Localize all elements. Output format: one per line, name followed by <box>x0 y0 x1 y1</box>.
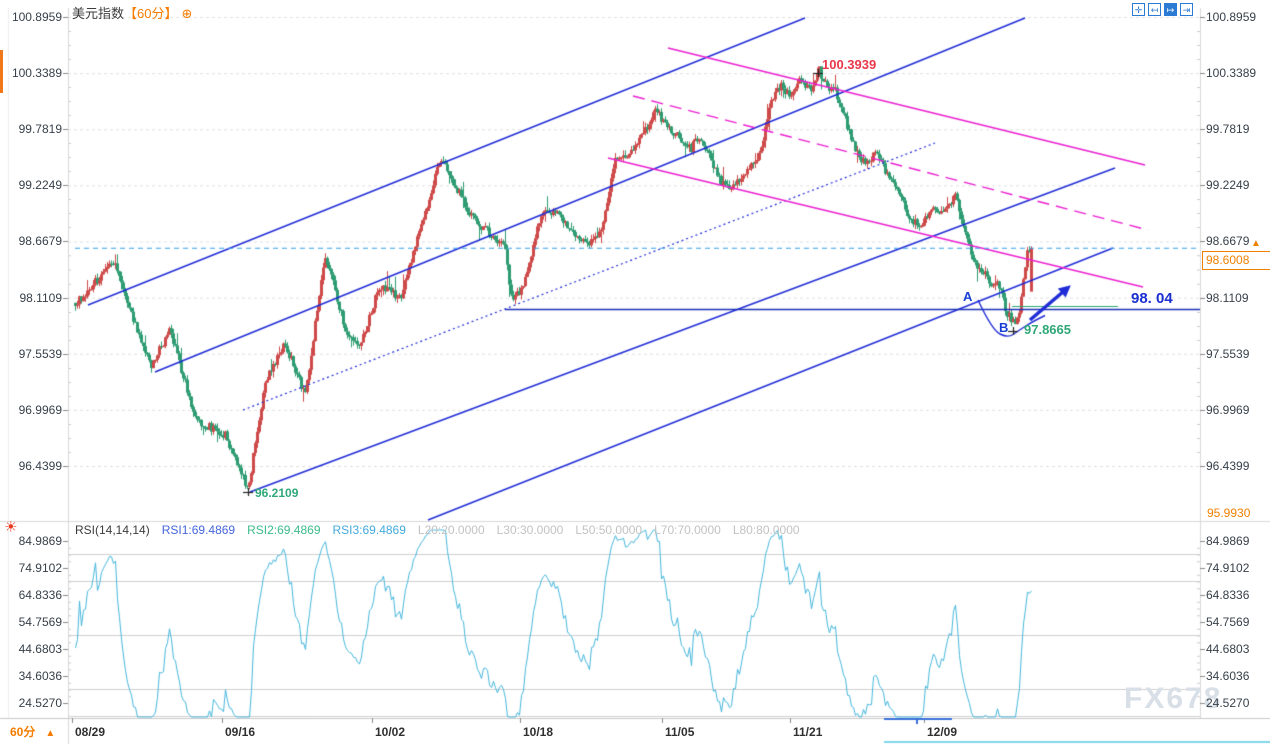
symbol-title: 美元指数 <box>72 6 125 21</box>
chart-title: 美元指数【60分】 ⊕ <box>72 3 192 22</box>
rsi3-value-label: RSI3:69.4869 <box>332 523 406 537</box>
period-selector[interactable]: 60分 ▲ <box>10 723 55 740</box>
rsi-l80-label: L80:80.0000 <box>732 523 800 537</box>
period-up-triangle-icon: ▲ <box>45 728 56 739</box>
rsi-l50-label: L50:50.0000 <box>575 523 643 537</box>
shift-right-icon[interactable]: ↦ <box>1164 3 1177 16</box>
pane-bottom-price-label: 95.9930 <box>1207 506 1251 520</box>
left-edge-marker <box>0 50 3 93</box>
period-footer-label[interactable]: 60分 <box>10 725 36 739</box>
rsi-name-label: RSI(14,14,14) <box>75 523 150 537</box>
exit-right-icon[interactable]: ⇥ <box>1180 3 1193 16</box>
add-indicator-icon[interactable]: ⊕ <box>181 6 193 21</box>
point-b-price-label: 97.8665 <box>1024 322 1071 337</box>
rsi-l30-label: L30:30.0000 <box>496 523 564 537</box>
pan-icon[interactable]: ✛ <box>1132 3 1145 16</box>
support-level-label: 98. 04 <box>1131 290 1173 307</box>
point-b-label: B <box>999 320 1009 335</box>
watermark: FX678 <box>1124 682 1223 715</box>
rsi-l20-label: L20:20.0000 <box>417 523 485 537</box>
swing-low-label: 96.2109 <box>255 486 299 500</box>
rsi2-value-label: RSI2:69.4869 <box>247 523 321 537</box>
shift-left-icon[interactable]: ↤ <box>1148 3 1161 16</box>
point-a-label: A <box>963 289 973 304</box>
rsi1-value-label: RSI1:69.4869 <box>161 523 236 537</box>
current-price-box: 98.6008 <box>1202 251 1270 270</box>
chart-toolbar: ✛ ↤ ↦ ⇥ <box>1132 3 1193 16</box>
swing-high-label: 100.3939 <box>822 57 877 72</box>
rsi-header: RSI(14,14,14) RSI1:69.4869 RSI2:69.4869 … <box>75 523 800 537</box>
indicator-settings-icon[interactable]: ☀ <box>4 519 18 536</box>
rsi-l70-label: L70:70.0000 <box>654 523 721 537</box>
period-label[interactable]: 【60分】 <box>124 6 178 21</box>
price-up-arrow-icon: ▲ <box>1251 238 1261 249</box>
